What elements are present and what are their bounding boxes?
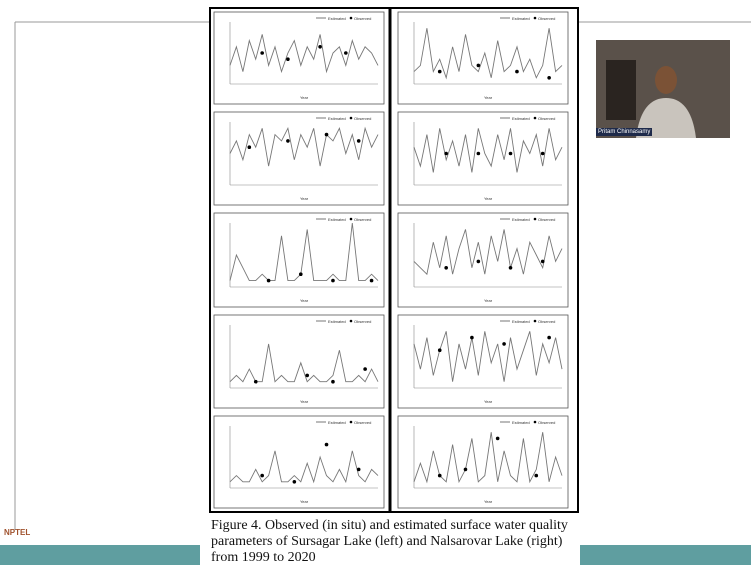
observed-point	[541, 260, 545, 264]
observed-point	[357, 468, 361, 472]
observed-point	[509, 152, 513, 156]
legend-swatch	[350, 421, 353, 424]
panel-frame	[398, 416, 568, 508]
observed-point	[547, 76, 551, 80]
legend-label: Estimated	[328, 116, 346, 121]
x-axis-label: Year	[484, 95, 493, 100]
observed-point	[547, 336, 551, 340]
observed-point	[357, 139, 361, 143]
legend-swatch	[350, 117, 353, 120]
logo: NPTEL	[4, 528, 30, 537]
observed-point	[477, 260, 481, 264]
legend-swatch	[350, 320, 353, 323]
observed-point	[267, 279, 271, 283]
panel-frame	[398, 315, 568, 408]
x-axis-label: Year	[300, 499, 309, 504]
observed-point	[438, 348, 442, 352]
observed-point	[370, 279, 374, 283]
legend-label: Estimated	[512, 16, 530, 21]
x-axis-label: Year	[300, 399, 309, 404]
panel-frame	[214, 213, 384, 307]
legend-label: Observed	[354, 319, 371, 324]
legend-label: Estimated	[328, 420, 346, 425]
observed-point	[331, 380, 335, 384]
caption: Figure 4. Observed (in situ) and estimat…	[211, 518, 581, 566]
legend-label: Estimated	[512, 420, 530, 425]
legend-label: Estimated	[512, 116, 530, 121]
panel-frame	[214, 315, 384, 408]
legend-swatch	[534, 421, 537, 424]
slide: Estimated Observed Year Estimated Observed Ye…	[0, 0, 751, 577]
observed-point	[464, 468, 468, 472]
observed-point	[260, 51, 264, 55]
observed-point	[509, 266, 513, 270]
legend-swatch	[534, 117, 537, 120]
observed-point	[248, 145, 252, 149]
panel-frame	[398, 112, 568, 205]
legend-label: Estimated	[328, 217, 346, 222]
observed-point	[444, 152, 448, 156]
x-axis-label: Year	[300, 196, 309, 201]
observed-point	[470, 336, 474, 340]
observed-point	[344, 51, 348, 55]
observed-point	[286, 57, 290, 61]
legend-swatch	[534, 218, 537, 221]
observed-point	[438, 474, 442, 478]
legend-label: Estimated	[328, 319, 346, 324]
legend-label: Observed	[538, 116, 555, 121]
x-axis-label: Year	[484, 399, 493, 404]
observed-point	[293, 480, 297, 484]
legend-swatch	[534, 17, 537, 20]
observed-point	[286, 139, 290, 143]
x-axis-label: Year	[484, 196, 493, 201]
panel-frame	[214, 416, 384, 508]
speaker-video: Pritam Chinnasamy	[596, 40, 730, 138]
legend-swatch	[534, 320, 537, 323]
footer-bar	[0, 545, 200, 565]
observed-point	[325, 443, 329, 447]
observed-point	[260, 474, 264, 478]
observed-point	[541, 152, 545, 156]
observed-point	[477, 152, 481, 156]
legend-label: Observed	[354, 420, 371, 425]
legend-swatch	[350, 218, 353, 221]
observed-point	[325, 133, 329, 137]
observed-point	[318, 45, 322, 49]
observed-point	[502, 342, 506, 346]
x-axis-label: Year	[484, 499, 493, 504]
observed-point	[438, 70, 442, 74]
legend-label: Estimated	[512, 319, 530, 324]
x-axis-label: Year	[300, 95, 309, 100]
legend-label: Observed	[538, 16, 555, 21]
observed-point	[299, 272, 303, 276]
legend-label: Observed	[538, 319, 555, 324]
speaker-figure	[596, 40, 730, 138]
observed-point	[363, 367, 367, 371]
observed-point	[496, 437, 500, 441]
legend-label: Estimated	[328, 16, 346, 21]
observed-point	[444, 266, 448, 270]
observed-point	[331, 279, 335, 283]
legend-label: Observed	[354, 16, 371, 21]
footer-bar	[580, 545, 751, 565]
observed-point	[305, 374, 309, 378]
observed-point	[534, 474, 538, 478]
observed-point	[477, 64, 481, 68]
legend-label: Observed	[354, 116, 371, 121]
observed-point	[515, 70, 519, 74]
x-axis-label: Year	[300, 298, 309, 303]
x-axis-label: Year	[484, 298, 493, 303]
speaker-name: Pritam Chinnasamy	[596, 128, 652, 136]
legend-label: Estimated	[512, 217, 530, 222]
legend-swatch	[350, 17, 353, 20]
legend-label: Observed	[538, 420, 555, 425]
observed-point	[254, 380, 258, 384]
legend-label: Observed	[354, 217, 371, 222]
legend-label: Observed	[538, 217, 555, 222]
